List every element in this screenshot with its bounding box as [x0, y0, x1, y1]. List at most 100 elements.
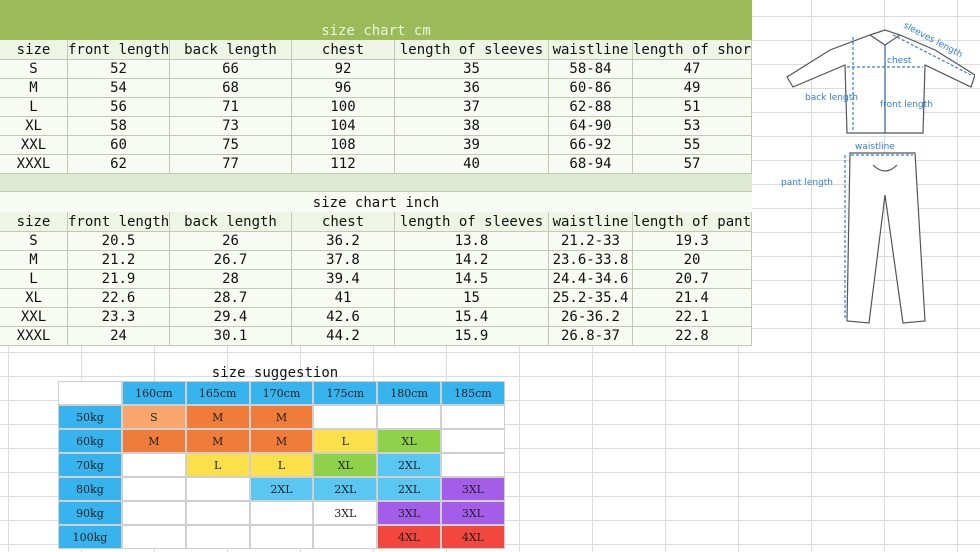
- table-cell: 19.3: [633, 232, 752, 251]
- table-cell: XXXL: [0, 327, 68, 346]
- empty-cell: [249, 525, 314, 549]
- table-cell: XXL: [0, 136, 68, 155]
- table-cell: 20: [633, 251, 752, 270]
- column-header: waistline: [549, 212, 633, 232]
- table-cell: 14.2: [395, 251, 549, 270]
- table-cell: 28.7: [170, 289, 292, 308]
- table-cell: XXXL: [0, 155, 68, 174]
- table-cell: 26: [170, 232, 292, 251]
- column-header: chest: [292, 212, 395, 232]
- table-cell: 92: [292, 60, 395, 79]
- diagram-label: chest: [887, 56, 912, 66]
- table-cell: 60: [68, 136, 170, 155]
- empty-cell: [249, 501, 314, 525]
- size-cell: L: [313, 429, 378, 453]
- size-cell: L: [249, 453, 314, 477]
- table-cell: 20.7: [633, 270, 752, 289]
- table-cell: 68-94: [549, 155, 633, 174]
- size-cell: S: [122, 405, 186, 429]
- table-cell: 22.6: [68, 289, 170, 308]
- size-cell: 3XL: [377, 501, 441, 525]
- column-header: length of sleeves: [395, 212, 549, 232]
- table-cell: 29.4: [170, 308, 292, 327]
- table-cell: XXL: [0, 308, 68, 327]
- table-cell: 37.8: [292, 251, 395, 270]
- column-header: size: [0, 40, 68, 60]
- height-header: 185cm: [441, 381, 505, 405]
- weight-header: 90kg: [58, 501, 122, 525]
- table-cell: 73: [170, 117, 292, 136]
- table-cell: 26.7: [170, 251, 292, 270]
- size-cell: 3XL: [441, 501, 505, 525]
- table-cell: 104: [292, 117, 395, 136]
- size-cell: 2XL: [249, 477, 314, 501]
- size-cell: M: [185, 405, 250, 429]
- table-cell: 23.3: [68, 308, 170, 327]
- table-cell: 44.2: [292, 327, 395, 346]
- size-cell: 2XL: [377, 453, 441, 477]
- table-cell: 24.4-34.6: [549, 270, 633, 289]
- table-cell: M: [0, 79, 68, 98]
- table-cell: 62: [68, 155, 170, 174]
- corner-cell: [58, 381, 122, 405]
- table-cell: 56: [68, 98, 170, 117]
- table-cell: 55: [633, 136, 752, 155]
- empty-cell: [185, 477, 250, 501]
- table-cell: 39.4: [292, 270, 395, 289]
- empty-cell: [122, 525, 186, 549]
- table-cell: 39: [395, 136, 549, 155]
- empty-cell: [122, 453, 186, 477]
- table-cell: M: [0, 251, 68, 270]
- table-cell: 108: [292, 136, 395, 155]
- table-cell: 38: [395, 117, 549, 136]
- table-title: size chart inch: [0, 192, 752, 212]
- title-bar: [0, 0, 752, 40]
- size-cell: 3XL: [441, 477, 505, 501]
- table-cell: 58: [68, 117, 170, 136]
- table-cell: 42.6: [292, 308, 395, 327]
- table-cell: 28: [170, 270, 292, 289]
- size-cell: M: [185, 429, 250, 453]
- column-header: length of pant: [633, 212, 752, 232]
- table-cell: 41: [292, 289, 395, 308]
- table-cell: XL: [0, 117, 68, 136]
- table-cell: 36: [395, 79, 549, 98]
- table-cell: 66: [170, 60, 292, 79]
- table-cell: 24: [68, 327, 170, 346]
- column-header: length of short: [633, 40, 752, 60]
- table-cell: 21.2: [68, 251, 170, 270]
- table-cell: 49: [633, 79, 752, 98]
- empty-cell: [122, 477, 186, 501]
- diagram-label: waistline: [855, 142, 895, 152]
- column-header: front length: [68, 212, 170, 232]
- table-cell: 96: [292, 79, 395, 98]
- table-cell: 21.9: [68, 270, 170, 289]
- weight-header: 80kg: [58, 477, 122, 501]
- empty-cell: [313, 405, 378, 429]
- size-cell: 4XL: [441, 525, 505, 549]
- table-cell: 22.8: [633, 327, 752, 346]
- table-cell: 68: [170, 79, 292, 98]
- height-header: 170cm: [249, 381, 314, 405]
- table-cell: L: [0, 98, 68, 117]
- spacer-row: [0, 174, 752, 192]
- weight-header: 70kg: [58, 453, 122, 477]
- pants-drawing: [846, 152, 926, 324]
- weight-header: 60kg: [58, 429, 122, 453]
- empty-cell: [377, 405, 441, 429]
- table-cell: 58-84: [549, 60, 633, 79]
- empty-cell: [313, 525, 378, 549]
- empty-cell: [185, 525, 250, 549]
- diagram-label: pant length: [781, 178, 833, 188]
- table-cell: 23.6-33.8: [549, 251, 633, 270]
- table-cell: 22.1: [633, 308, 752, 327]
- table-cell: 60-86: [549, 79, 633, 98]
- height-header: 180cm: [377, 381, 441, 405]
- column-header: front length: [68, 40, 170, 60]
- empty-cell: [122, 501, 186, 525]
- table-cell: L: [0, 270, 68, 289]
- table-cell: 20.5: [68, 232, 170, 251]
- table-cell: 25.2-35.4: [549, 289, 633, 308]
